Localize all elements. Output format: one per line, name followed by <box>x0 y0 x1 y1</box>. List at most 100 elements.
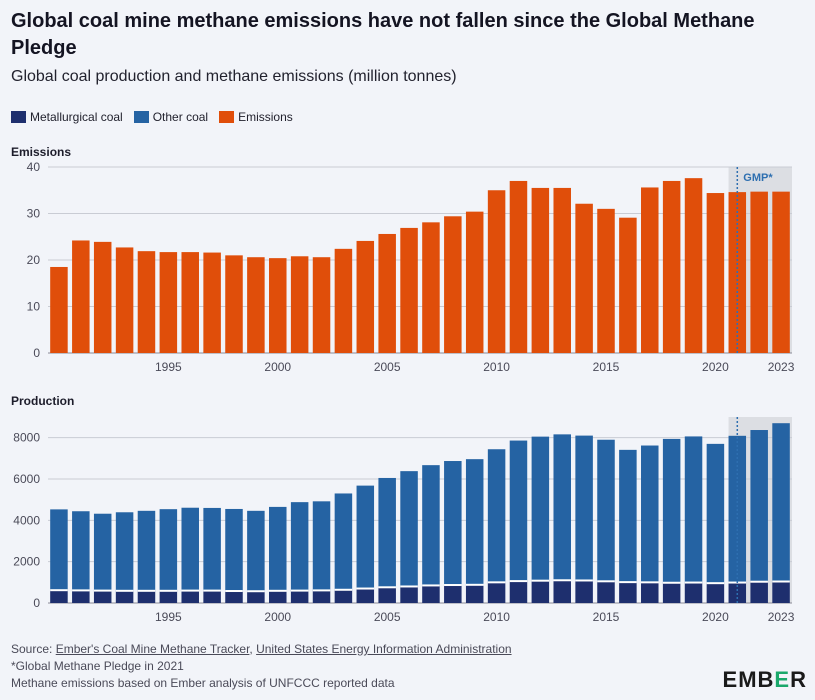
bar-emissions-1993 <box>115 247 134 353</box>
bar-other-coal-1994 <box>137 510 156 591</box>
x-tick-label: 2020 <box>702 360 729 374</box>
bar-metallurgical-coal-1990 <box>50 590 68 603</box>
bar-emissions-1994 <box>137 251 156 353</box>
bar-other-coal-1999 <box>247 510 265 592</box>
bar-metallurgical-coal-1996 <box>181 590 199 603</box>
bar-metallurgical-coal-1992 <box>93 590 112 603</box>
footnote-gmp: *Global Methane Pledge in 2021 <box>11 659 184 673</box>
emissions-chart: 0 10 20 30 40 1995 2000 2005 2010 2015 2020 2023 GMP… <box>27 160 795 374</box>
gmp-label: GMP* <box>743 172 773 184</box>
x-tick-label: 2010 <box>483 360 510 374</box>
x-tick-label: 1995 <box>155 610 182 624</box>
bar-metallurgical-coal-2001 <box>290 590 309 603</box>
source-link-ember[interactable]: Ember's Coal Mine Methane Tracker <box>55 642 250 656</box>
footnote-method: Methane emissions based on Ember analysi… <box>11 676 395 690</box>
stack-separator <box>662 581 681 584</box>
x-tick-label: 2005 <box>374 360 401 374</box>
stack-separator <box>203 589 221 592</box>
stack-separator <box>487 581 506 584</box>
stack-separator <box>509 580 528 583</box>
bar-metallurgical-coal-2021 <box>728 582 747 603</box>
bar-emissions-2016 <box>619 217 637 353</box>
y-tick-label: 40 <box>27 160 41 174</box>
stack-separator <box>115 589 134 592</box>
bar-other-coal-2018 <box>662 438 681 583</box>
bar-other-coal-1996 <box>181 507 199 591</box>
bar-other-coal-2009 <box>465 459 484 585</box>
legend-label-other-coal: Other coal <box>152 110 209 124</box>
stack-separator <box>619 581 637 584</box>
stack-separator <box>684 581 703 584</box>
bar-other-coal-2005 <box>378 477 396 588</box>
legend-label-metallurgical: Metallurgical coal <box>30 110 123 124</box>
bar-other-coal-1998 <box>225 508 243 592</box>
source-line: Source: Ember's Coal Mine Methane Tracke… <box>11 641 512 658</box>
bar-metallurgical-coal-2017 <box>641 582 659 603</box>
stack-separator <box>356 587 375 590</box>
stack-separator <box>72 589 90 592</box>
legend-swatch-metallurgical <box>11 111 26 123</box>
bar-metallurgical-coal-2000 <box>269 590 287 603</box>
bar-other-coal-2013 <box>553 434 571 581</box>
bar-other-coal-2006 <box>400 471 418 587</box>
bar-emissions-2022 <box>750 191 768 353</box>
bar-other-coal-2020 <box>706 443 725 584</box>
bar-emissions-2019 <box>684 178 703 353</box>
bar-emissions-1997 <box>203 252 221 353</box>
bar-other-coal-2011 <box>509 440 528 582</box>
stack-separator <box>750 580 768 583</box>
bar-emissions-2017 <box>641 187 659 353</box>
bar-metallurgical-coal-2010 <box>487 582 506 603</box>
source-link-eia[interactable]: United States Energy Information Adminis… <box>256 642 512 656</box>
ember-logo: EMBER <box>722 667 807 692</box>
stack-separator <box>181 589 199 592</box>
bar-emissions-2003 <box>334 248 353 353</box>
bar-emissions-2004 <box>356 240 375 353</box>
bar-emissions-1998 <box>225 255 243 353</box>
bar-other-coal-2007 <box>422 465 440 586</box>
bar-metallurgical-coal-2002 <box>312 590 331 603</box>
chart-title: Global coal mine methane emissions have … <box>11 10 755 59</box>
bar-metallurgical-coal-1999 <box>247 591 265 603</box>
emissions-panel-label: Emissions <box>11 145 72 159</box>
bar-emissions-2020 <box>706 193 725 353</box>
bar-metallurgical-coal-2005 <box>378 587 396 603</box>
bar-metallurgical-coal-2006 <box>400 586 418 603</box>
bar-metallurgical-coal-2011 <box>509 581 528 603</box>
bar-emissions-2023 <box>772 191 790 353</box>
y-tick-label: 0 <box>33 596 40 610</box>
x-tick-label: 2015 <box>593 360 620 374</box>
stack-separator <box>247 590 265 593</box>
stack-separator <box>641 581 659 584</box>
bar-other-coal-2022 <box>750 430 768 582</box>
production-chart: 0 2000 4000 6000 8000 1995 2000 2005 2010 2015 202… <box>13 417 795 624</box>
bar-emissions-2002 <box>312 257 331 353</box>
legend-swatch-emissions <box>219 111 235 123</box>
x-tick-label: 2000 <box>264 360 291 374</box>
bar-other-coal-2019 <box>684 436 703 583</box>
y-tick-label: 8000 <box>13 431 40 445</box>
x-tick-label: 1995 <box>155 360 182 374</box>
bar-metallurgical-coal-1995 <box>159 590 178 603</box>
bar-metallurgical-coal-2013 <box>553 580 571 603</box>
x-tick-label: 2010 <box>483 610 510 624</box>
bar-other-coal-2004 <box>356 485 375 589</box>
x-tick-label: 2005 <box>374 610 401 624</box>
bar-emissions-2006 <box>400 227 418 353</box>
bar-other-coal-1990 <box>50 509 68 591</box>
bar-emissions-2018 <box>662 180 681 353</box>
source-separator: , <box>249 642 257 656</box>
bar-emissions-1995 <box>159 252 178 353</box>
bar-other-coal-2010 <box>487 449 506 583</box>
stack-separator <box>137 589 156 592</box>
bar-emissions-2010 <box>487 190 506 353</box>
bar-other-coal-2003 <box>334 493 353 590</box>
stack-separator <box>772 580 790 583</box>
stack-separator <box>553 579 571 582</box>
bar-emissions-1992 <box>93 241 112 353</box>
stack-separator <box>400 585 418 588</box>
bar-other-coal-2016 <box>619 449 637 583</box>
y-tick-label: 2000 <box>13 555 40 569</box>
y-tick-label: 0 <box>33 346 40 360</box>
stack-separator <box>290 589 309 592</box>
